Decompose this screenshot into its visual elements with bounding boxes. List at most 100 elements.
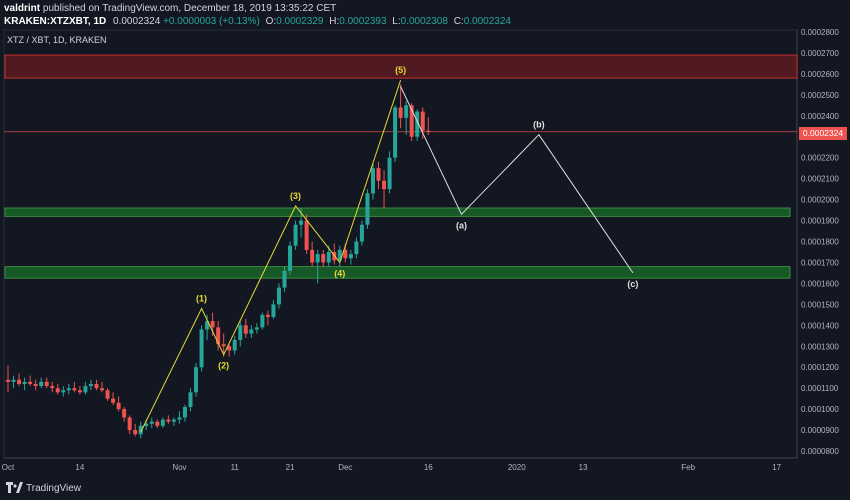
low-label: L:: [392, 16, 401, 27]
candle-body: [348, 254, 353, 259]
candle-body: [182, 407, 187, 418]
candle-body: [359, 224, 364, 242]
candle-body: [343, 249, 348, 259]
support-zone: [4, 207, 791, 217]
candle-body: [276, 287, 281, 305]
candle-body: [205, 321, 210, 330]
candle-body: [39, 381, 44, 387]
candle-body: [28, 381, 33, 384]
y-tick-label: 0.0002600: [801, 70, 839, 79]
x-tick-label: 17: [772, 463, 781, 472]
impulse-wave-label: (1): [196, 294, 207, 304]
high-label: H:: [329, 16, 340, 27]
candle-body: [171, 419, 176, 422]
close-label: C:: [453, 16, 464, 27]
symbol-label[interactable]: KRAKEN:XTZXBT, 1D: [4, 16, 107, 27]
candle-body: [243, 325, 248, 334]
y-tick-label: 0.0001300: [801, 342, 839, 351]
candle-body: [238, 325, 243, 340]
last-price: 0.0002324: [113, 16, 161, 27]
candle-body: [216, 327, 221, 345]
candle-body: [17, 379, 22, 384]
candle-body: [50, 386, 55, 389]
candle-body: [166, 419, 171, 422]
candle-body: [72, 388, 77, 391]
pair-label: XTZ / XBT, 1D, KRAKEN: [7, 35, 107, 45]
candle-body: [332, 251, 337, 261]
x-tick-label: Feb: [681, 463, 695, 472]
author-name[interactable]: valdrint: [4, 3, 41, 14]
y-tick-label: 0.0001200: [801, 363, 839, 372]
y-tick-label: 0.0001000: [801, 405, 839, 414]
candle-body: [315, 254, 320, 263]
candle-body: [111, 398, 116, 403]
y-tick-label: 0.0001600: [801, 279, 839, 288]
y-tick-label: 0.0002800: [801, 28, 839, 37]
candle-body: [149, 421, 154, 424]
impulse-wave-label: (2): [218, 361, 229, 371]
change-value: +0.0000003 (+0.13%): [163, 16, 260, 27]
candle-body: [288, 245, 293, 271]
x-tick-label: Nov: [172, 463, 186, 472]
candle-body: [66, 388, 71, 391]
y-tick-label: 0.0001900: [801, 217, 839, 226]
published-text: published on TradingView.com, December 1…: [42, 3, 337, 14]
x-tick-label: 13: [579, 463, 588, 472]
candle-body: [249, 329, 254, 334]
candle-body: [44, 381, 49, 387]
y-tick-label: 0.0001700: [801, 258, 839, 267]
correction-wave-label: (a): [456, 220, 467, 230]
candle-body: [33, 383, 38, 387]
candle-body: [398, 107, 403, 118]
tradingview-brand[interactable]: TradingView: [26, 483, 82, 494]
candle-body: [382, 180, 387, 190]
candle-body: [122, 409, 127, 418]
y-tick-label: 0.0000800: [801, 447, 839, 456]
support-zone: [4, 266, 791, 279]
candle-body: [160, 419, 165, 426]
impulse-wave-label: (3): [290, 191, 301, 201]
candle-body: [310, 249, 315, 263]
candle-body: [127, 417, 132, 431]
candle-body: [116, 402, 121, 410]
candle-body: [387, 157, 392, 190]
candle-body: [227, 346, 232, 351]
candle-body: [94, 383, 99, 389]
y-tick-label: 0.0002400: [801, 112, 839, 121]
resistance-zone: [4, 54, 798, 79]
candle-body: [77, 390, 82, 393]
x-tick-label: 14: [75, 463, 84, 472]
y-tick-label: 0.0002100: [801, 175, 839, 184]
candle-body: [188, 392, 193, 408]
candle-body: [210, 321, 215, 328]
ohlc-legend: KRAKEN:XTZXBT, 1D 0.0002324 +0.0000003 (…: [4, 16, 511, 27]
publish-info: valdrint published on TradingView.com, D…: [4, 3, 336, 14]
y-tick-label: 0.0001100: [801, 384, 839, 393]
header-bar: valdrint published on TradingView.com, D…: [0, 0, 850, 30]
candle-body: [221, 344, 226, 347]
candle-body: [105, 390, 110, 399]
candle-body: [370, 168, 375, 194]
candle-body: [404, 105, 409, 118]
footer-bar: [0, 478, 850, 500]
y-tick-label: 0.0002700: [801, 49, 839, 58]
candle-body: [6, 379, 10, 382]
candle-body: [304, 220, 309, 250]
candle-body: [177, 417, 182, 420]
candle-body: [254, 327, 259, 330]
candle-body: [100, 388, 105, 391]
open-value: 0.0002329: [276, 16, 324, 27]
candle-body: [61, 390, 66, 393]
tradingview-logo-icon[interactable]: [6, 482, 24, 494]
candle-body: [337, 249, 342, 261]
x-tick-label: Dec: [338, 463, 352, 472]
candle-body: [88, 383, 93, 387]
candle-body: [282, 270, 287, 288]
y-tick-label: 0.0001800: [801, 238, 839, 247]
candle-body: [321, 254, 326, 263]
impulse-wave-line: [140, 80, 402, 433]
x-tick-label: 16: [424, 463, 433, 472]
candle-body: [354, 241, 359, 255]
candle-body: [393, 107, 398, 158]
